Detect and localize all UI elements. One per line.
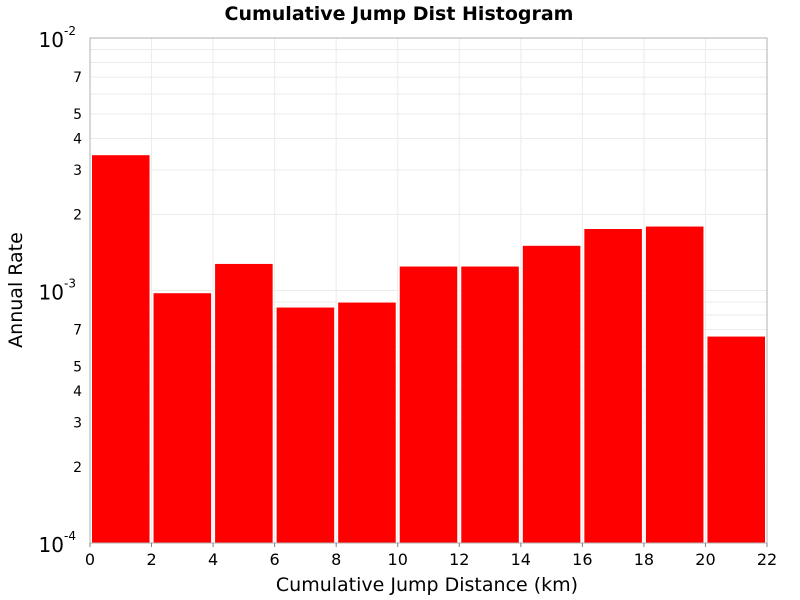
chart-title: Cumulative Jump Dist Histogram: [225, 3, 574, 25]
x-tick-label: 12: [449, 550, 469, 569]
x-tick-label: 10: [388, 550, 408, 569]
x-tick-label: 8: [331, 550, 341, 569]
histogram-bar: [706, 335, 766, 544]
y-tick-label: 5: [73, 360, 82, 376]
x-axis-ticks: 0 2 4 6 8 10 12 14 16 18 20 22: [85, 543, 777, 569]
y-tick-label: 7: [73, 70, 82, 86]
x-tick-label: 0: [85, 550, 95, 569]
x-axis-label: Cumulative Jump Distance (km): [276, 574, 578, 596]
histogram-bar: [91, 154, 151, 544]
histogram-bar: [398, 265, 459, 544]
histogram-bar: [583, 228, 643, 544]
y-tick-label: 2: [73, 460, 82, 476]
histogram-bar: [214, 262, 274, 544]
x-tick-label: 22: [757, 550, 777, 569]
bars-group: [91, 154, 766, 544]
histogram-bar: [275, 306, 336, 544]
histogram-bar: [460, 265, 520, 544]
y-axis-label: Annual Rate: [5, 232, 27, 348]
plot-frame: [89, 37, 768, 544]
y-decade-label: 10: [39, 533, 64, 557]
y-decade-label: 10: [39, 281, 64, 305]
y-decade-exponent: -2: [64, 24, 76, 38]
y-tick-label: 3: [73, 163, 82, 179]
histogram-bar: [644, 225, 705, 544]
histogram-bar: [337, 301, 397, 544]
x-tick-label: 18: [634, 550, 654, 569]
y-decade-exponent: -4: [64, 529, 76, 543]
x-tick-label: 6: [270, 550, 280, 569]
y-decade-exponent: -3: [64, 277, 76, 291]
y-tick-label: 2: [73, 207, 82, 223]
x-tick-label: 20: [695, 550, 715, 569]
y-tick-label: 4: [73, 131, 82, 147]
x-tick-label: 2: [146, 550, 156, 569]
x-tick-label: 14: [511, 550, 531, 569]
y-tick-label: 4: [73, 384, 82, 400]
y-tick-label: 3: [73, 416, 82, 432]
y-tick-label: 5: [73, 107, 82, 123]
histogram-bar: [152, 292, 213, 544]
x-tick-label: 4: [208, 550, 218, 569]
histogram-bar: [521, 244, 582, 544]
y-tick-label: 7: [73, 323, 82, 339]
x-tick-label: 16: [572, 550, 592, 569]
y-decade-label: 10: [39, 28, 64, 52]
